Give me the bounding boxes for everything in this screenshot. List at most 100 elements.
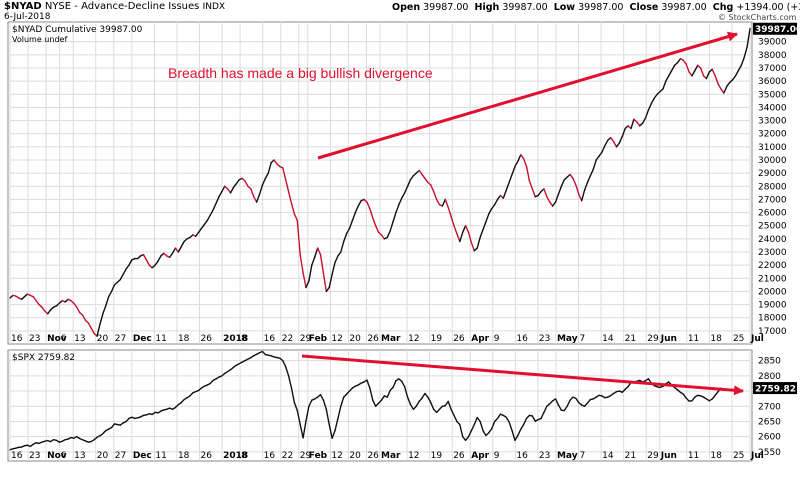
nyad-line-segment <box>235 179 240 185</box>
nyad-line-segment <box>694 64 699 72</box>
spx-line-segment <box>403 386 409 398</box>
spx-line-segment <box>334 417 339 432</box>
nyad-line-segment <box>357 200 362 207</box>
nyad-line-segment <box>456 232 461 243</box>
spx-line-segment <box>328 423 333 439</box>
nyad-line-segment <box>496 194 502 201</box>
divergence-annotation: Breadth has made a big bullish divergenc… <box>168 65 433 81</box>
nyad-line-segment <box>305 280 310 289</box>
nyad-line-segment <box>267 161 272 174</box>
spx-line-segment <box>412 405 417 411</box>
spx-line-segment <box>586 398 592 404</box>
spx-line-segment <box>290 387 296 404</box>
spx-line-segment <box>566 399 571 407</box>
spx-line-segment <box>421 392 426 399</box>
nyad-y-tick-label: 37000 <box>758 64 787 74</box>
nyad-line-segment <box>578 193 583 202</box>
spx-line-segment <box>296 409 301 426</box>
spx-line-segment <box>430 401 435 411</box>
nyad-line-segment <box>682 59 687 65</box>
nyad-line-segment <box>395 203 400 214</box>
nyad-line-segment <box>601 144 606 153</box>
nyad-line-segment <box>125 264 130 270</box>
nyad-line-segment <box>287 190 293 205</box>
nyad-line-segment <box>604 139 609 147</box>
nyad-line-segment <box>650 97 655 105</box>
spx-x-tick-label: Apr <box>471 451 489 461</box>
spx-line-segment <box>525 414 531 420</box>
nyad-line-segment <box>482 221 487 231</box>
nyad-line-segment <box>119 273 124 281</box>
spx-line-segment <box>456 420 461 426</box>
nyad-line-segment <box>476 236 481 249</box>
nyad-y-tick-label: 27000 <box>758 195 787 205</box>
spx-line-segment <box>685 397 690 402</box>
nyad-x-tick-label: 9 <box>494 334 500 344</box>
nyad-x-tick-label: 29 <box>300 334 312 344</box>
spx-x-tick-label: 26 <box>201 451 213 461</box>
nyad-line-segment <box>409 175 415 181</box>
nyad-line-segment <box>502 189 507 199</box>
nyad-line-segment <box>200 223 206 230</box>
nyad-line-segment <box>96 323 101 337</box>
nyad-line-segment <box>531 188 536 198</box>
open-label: Open <box>392 2 421 13</box>
nyad-line-segment <box>441 198 446 207</box>
nyad-x-tick-label: Mar <box>381 334 401 344</box>
nyad-line-segment <box>354 205 359 214</box>
spx-y-tick-label: 2800 <box>758 372 781 382</box>
nyad-line-segment <box>485 213 490 223</box>
spx-x-tick-label: Feb <box>309 451 328 461</box>
spx-x-tick-label: 23 <box>539 451 550 461</box>
chg-label: Chg <box>712 2 734 13</box>
spx-x-tick-label: 27 <box>115 451 126 461</box>
nyad-line-segment <box>389 221 394 232</box>
spx-x-tick-label: 11 <box>688 451 699 461</box>
nyad-x-tick-label: 12 <box>331 334 342 344</box>
spx-line-segment <box>369 387 374 401</box>
spx-y-tick-label: 2650 <box>758 417 781 427</box>
spx-line-segment <box>302 420 307 439</box>
spx-x-tick-label: 20 <box>97 451 109 461</box>
nyad-line-segment <box>641 117 647 124</box>
spx-line-segment <box>102 429 107 435</box>
spx-line-segment <box>621 388 626 393</box>
spx-line-segment <box>435 408 441 414</box>
nyad-last-value-label: 39987.00 <box>755 25 800 35</box>
spx-line-segment <box>299 423 304 439</box>
spx-line-segment <box>479 420 484 432</box>
nyad-line-segment <box>464 225 470 233</box>
nyad-x-tick-label: 18 <box>178 334 190 344</box>
nyad-line-segment <box>522 157 528 168</box>
spx-last-value-label: 2759.82 <box>755 385 796 395</box>
nyad-line-segment <box>331 261 336 276</box>
close-value: 39987.00 <box>661 2 707 13</box>
nyad-line-segment <box>537 190 542 197</box>
spx-line-segment <box>522 417 528 426</box>
spx-line-segment <box>340 396 345 407</box>
nyad-x-tick-label: 18 <box>710 334 722 344</box>
nyad-line-segment <box>206 214 211 222</box>
spx-line-segment <box>180 398 185 404</box>
spx-y-tick-label: 2600 <box>758 433 781 443</box>
nyad-line-segment <box>232 182 238 189</box>
nyad-line-segment <box>726 81 731 88</box>
nyad-y-tick-label: 19000 <box>758 301 787 311</box>
nyad-line-segment <box>264 172 269 180</box>
nyad-y-tick-label: 29000 <box>758 169 787 179</box>
nyad-line-segment <box>308 264 313 282</box>
spx-line-segment <box>343 393 348 398</box>
spx-line-segment <box>319 394 325 401</box>
nyad-x-tick-label: 20 <box>349 334 361 344</box>
nyad-y-tick-label: 23000 <box>758 248 787 258</box>
nyad-line-segment <box>403 185 409 194</box>
nyad-line-segment <box>107 290 113 298</box>
open-value: 39987.00 <box>423 2 469 13</box>
nyad-x-tick-label: 8 <box>241 334 247 344</box>
nyad-x-tick-label: 26 <box>453 334 465 344</box>
high-label: High <box>474 2 500 13</box>
nyad-line-segment <box>197 227 203 233</box>
spx-divergence-arrow <box>301 354 744 396</box>
nyad-line-segment <box>369 207 374 219</box>
nyad-x-tick-label: Dec <box>133 334 152 344</box>
